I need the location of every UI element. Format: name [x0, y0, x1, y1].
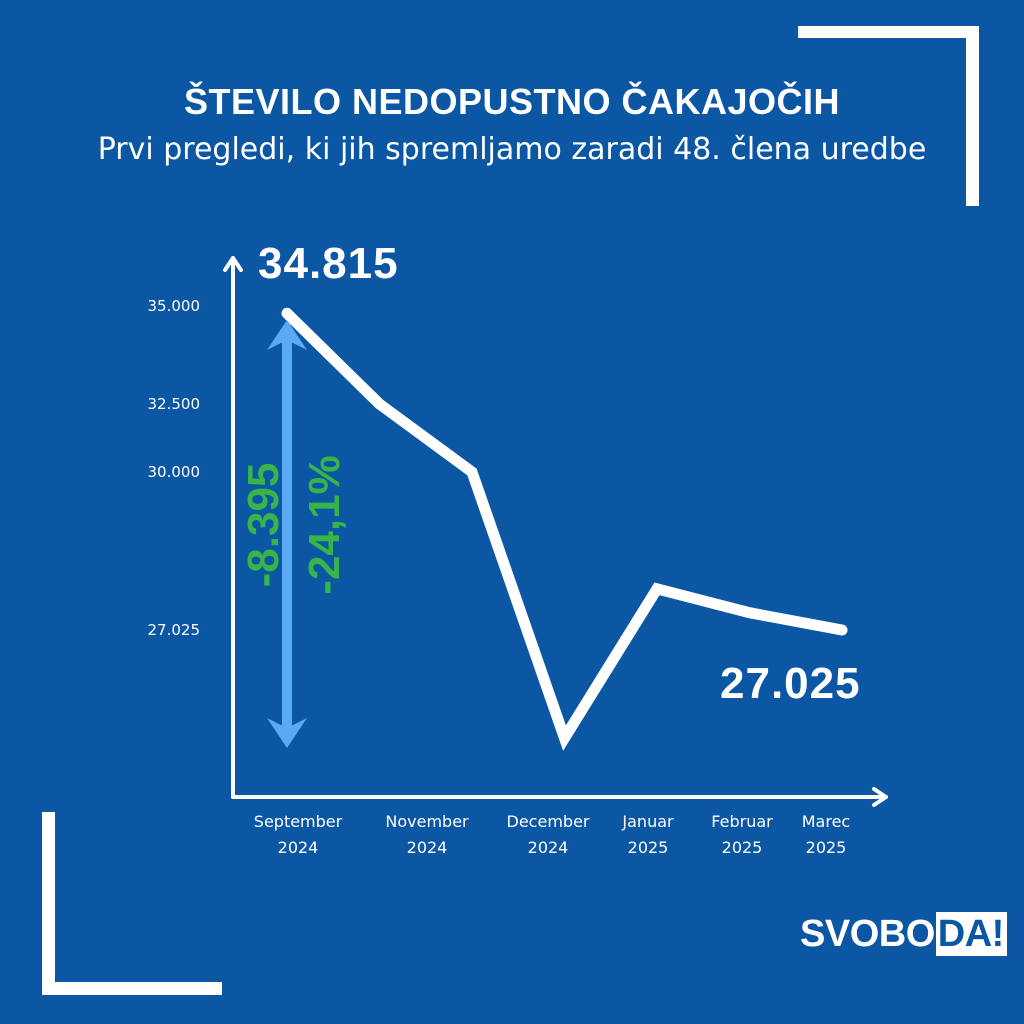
x-tick-label: December	[507, 812, 590, 831]
brand-main-text: SVOBO	[800, 913, 935, 955]
change-percent-label: -24,1%	[300, 455, 349, 594]
x-tick-label: November	[385, 812, 469, 831]
brand-highlight-text: DA!	[935, 912, 1007, 956]
y-tick-label: 32.500	[148, 395, 201, 413]
y-axis-arrowhead	[223, 256, 243, 272]
x-axis-arrowhead	[872, 787, 888, 807]
x-tick-label: September	[254, 812, 343, 831]
end-value-label: 27.025	[720, 659, 861, 708]
frame-bottom-vertical	[42, 812, 55, 995]
start-value-label: 34.815	[258, 239, 399, 288]
brand-logo: SVOBO DA!	[800, 912, 1007, 956]
frame-top-vertical	[966, 26, 979, 206]
x-tick-label-year: 2025	[722, 838, 763, 857]
x-tick-label: Marec	[802, 812, 850, 831]
change-absolute-label: -8.395	[239, 463, 288, 588]
x-tick-label-year: 2024	[528, 838, 569, 857]
y-tick-label: 30.000	[148, 463, 201, 481]
header: ŠTEVILO NEDOPUSTNO ČAKAJOČIH Prvi pregle…	[0, 78, 1024, 172]
frame-bottom-horizontal	[42, 982, 222, 995]
x-tick-label: Januar	[621, 812, 674, 831]
y-tick-label: 27.025	[148, 621, 201, 639]
x-tick-label: Februar	[711, 812, 773, 831]
change-arrow-head-down	[267, 718, 307, 748]
change-arrow-head-up	[267, 320, 307, 350]
chart-subtitle: Prvi pregledi, ki jih spremljamo zaradi …	[97, 132, 927, 167]
x-tick-label-year: 2025	[628, 838, 669, 857]
chart-title: ŠTEVILO NEDOPUSTNO ČAKAJOČIH	[183, 81, 841, 122]
y-tick-label: 35.000	[148, 297, 201, 315]
x-tick-label-year: 2025	[806, 838, 847, 857]
frame-top-horizontal	[798, 26, 979, 38]
x-tick-label-year: 2024	[278, 838, 319, 857]
x-tick-label-year: 2024	[407, 838, 448, 857]
